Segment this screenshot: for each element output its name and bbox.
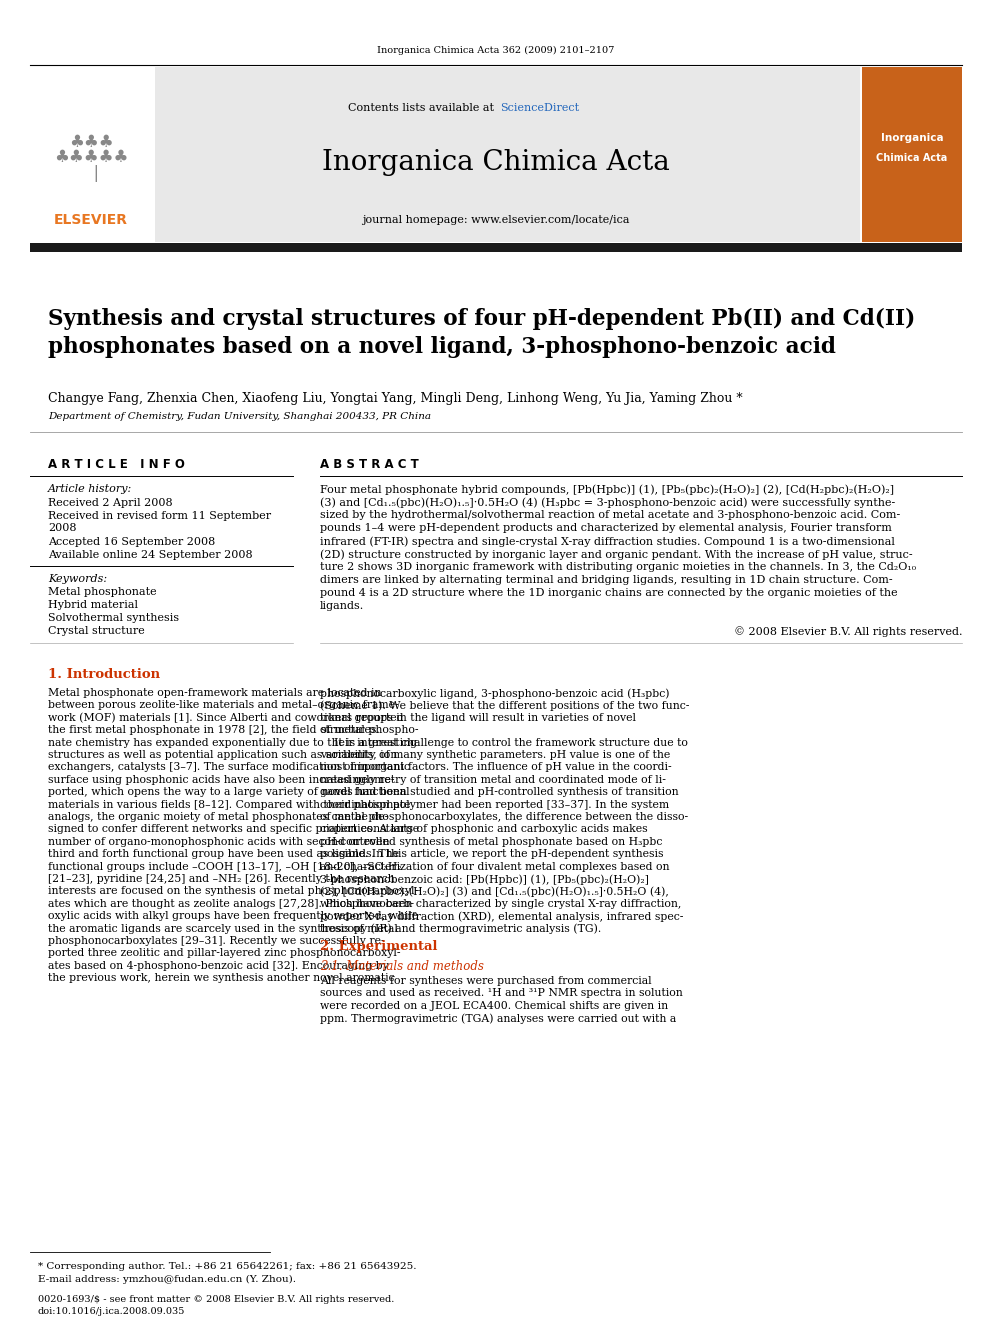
Text: (2D) structure constructed by inorganic layer and organic pendant. With the incr: (2D) structure constructed by inorganic … (320, 549, 913, 560)
Text: nated geometry of transition metal and coordinated mode of li-: nated geometry of transition metal and c… (320, 775, 666, 785)
Text: ScienceDirect: ScienceDirect (500, 103, 579, 112)
Text: Department of Chemistry, Fudan University, Shanghai 200433, PR China: Department of Chemistry, Fudan Universit… (48, 411, 431, 421)
Text: powder X-ray diffraction (XRD), elemental analysis, infrared spec-: powder X-ray diffraction (XRD), elementa… (320, 912, 683, 922)
Text: structures.: structures. (320, 725, 380, 736)
Text: ates which are thought as zeolite analogs [27,28]. Phosphonocarb-: ates which are thought as zeolite analog… (48, 898, 414, 909)
Text: sized by the hydrothermal/solvothermal reaction of metal acetate and 3-phosphono: sized by the hydrothermal/solvothermal r… (320, 509, 901, 520)
Text: work (MOF) materials [1]. Since Alberti and coworkers reported: work (MOF) materials [1]. Since Alberti … (48, 713, 404, 724)
Text: number of organo-monophosphonic acids with second or even: number of organo-monophosphonic acids wi… (48, 837, 390, 847)
Text: the aromatic ligands are scarcely used in the synthesis of metal: the aromatic ligands are scarcely used i… (48, 923, 398, 934)
Text: Four metal phosphonate hybrid compounds, [Pb(Hpbc)] (1), [Pb₅(pbc)₂(H₂O)₂] (2), : Four metal phosphonate hybrid compounds,… (320, 484, 894, 495)
Text: 1. Introduction: 1. Introduction (48, 668, 160, 681)
Text: Hybrid material: Hybrid material (48, 601, 138, 610)
Text: the first metal phosphonate in 1978 [2], the field of metal phospho-: the first metal phosphonate in 1978 [2],… (48, 725, 419, 736)
Text: pound 4 is a 2D structure where the 1D inorganic chains are connected by the org: pound 4 is a 2D structure where the 1D i… (320, 587, 898, 598)
Text: 2.1. Materials and methods: 2.1. Materials and methods (320, 960, 484, 972)
Text: structures as well as potential application such as sorbents, ion: structures as well as potential applicat… (48, 750, 397, 759)
Text: sources and used as received. ¹H and ³¹P NMR spectra in solution: sources and used as received. ¹H and ³¹P… (320, 988, 682, 999)
Text: most important factors. The influence of pH value in the coordi-: most important factors. The influence of… (320, 762, 672, 773)
Text: Chimica Acta: Chimica Acta (876, 153, 947, 163)
Text: pH-controlled synthesis of metal phosphonate based on H₃pbc: pH-controlled synthesis of metal phospho… (320, 837, 663, 847)
Text: ELSEVIER: ELSEVIER (54, 213, 128, 228)
Text: phosphonocarboxylates [29–31]. Recently we successfully re-: phosphonocarboxylates [29–31]. Recently … (48, 935, 385, 946)
Text: ciation constants of phosphonic and carboxylic acids makes: ciation constants of phosphonic and carb… (320, 824, 648, 835)
Text: Inorganica: Inorganica (881, 134, 943, 143)
Text: ported, which opens the way to a large variety of novel functional: ported, which opens the way to a large v… (48, 787, 410, 798)
Text: signed to confer different networks and specific properties. A large: signed to confer different networks and … (48, 824, 420, 835)
Text: dimers are linked by alternating terminal and bridging ligands, resulting in 1D : dimers are linked by alternating termina… (320, 576, 893, 585)
Bar (30, 243, 962, 251)
Text: surface using phosphonic acids have also been increasingly re-: surface using phosphonic acids have also… (48, 775, 395, 785)
Text: which have been characterized by single crystal X-ray diffraction,: which have been characterized by single … (320, 898, 682, 909)
Text: 0020-1693/$ - see front matter © 2008 Elsevier B.V. All rights reserved.: 0020-1693/$ - see front matter © 2008 El… (38, 1295, 395, 1304)
Text: Article history:: Article history: (48, 484, 132, 493)
Text: A B S T R A C T: A B S T R A C T (320, 458, 419, 471)
Text: ♣♣♣
♣♣♣♣♣
  |: ♣♣♣ ♣♣♣♣♣ | (54, 134, 128, 183)
Text: 3-phosphonobenzoic acid: [Pb(Hpbc)] (1), [Pb₅(pbc)₂(H₂O)₂]: 3-phosphonobenzoic acid: [Pb(Hpbc)] (1),… (320, 875, 649, 885)
Text: exchangers, catalysts [3–7]. The surface modification of inorganic: exchangers, catalysts [3–7]. The surface… (48, 762, 410, 773)
Text: ligands.: ligands. (320, 601, 364, 611)
Bar (862, 67, 962, 242)
Text: materials in various fields [8–12]. Compared with their phosphate: materials in various fields [8–12]. Comp… (48, 799, 411, 810)
Text: were recorded on a JEOL ECA400. Chemical shifts are given in: were recorded on a JEOL ECA400. Chemical… (320, 1000, 669, 1011)
Text: third and forth functional group have been used as ligands. The: third and forth functional group have be… (48, 849, 399, 859)
Text: pounds 1–4 were pH-dependent products and characterized by elemental analysis, F: pounds 1–4 were pH-dependent products an… (320, 523, 892, 533)
Text: [21–23], pyridine [24,25] and –NH₂ [26]. Recently the research: [21–23], pyridine [24,25] and –NH₂ [26].… (48, 875, 395, 884)
Text: coordination polymer had been reported [33–37]. In the system: coordination polymer had been reported [… (320, 799, 670, 810)
Text: (2), [Cd(H₂pbc)₂(H₂O)₂] (3) and [Cd₁.₅(pbc)(H₂O)₁.₅]·0.5H₂O (4),: (2), [Cd(H₂pbc)₂(H₂O)₂] (3) and [Cd₁.₅(p… (320, 886, 669, 897)
Text: Inorganica Chimica Acta 362 (2009) 2101–2107: Inorganica Chimica Acta 362 (2009) 2101–… (377, 45, 615, 54)
Text: All reagents for syntheses were purchased from commercial: All reagents for syntheses were purchase… (320, 976, 652, 986)
Text: It is a great challenge to control the framework structure due to: It is a great challenge to control the f… (320, 738, 687, 747)
Text: Received in revised form 11 September
2008: Received in revised form 11 September 20… (48, 511, 271, 533)
Text: tional groups in the ligand will result in varieties of novel: tional groups in the ligand will result … (320, 713, 636, 722)
Bar (30, 67, 153, 242)
Text: oxylic acids with alkyl groups have been frequently reported, while: oxylic acids with alkyl groups have been… (48, 912, 419, 921)
Text: Metal phosphonate open-framework materials are located in: Metal phosphonate open-framework materia… (48, 688, 382, 699)
Text: Inorganica Chimica Acta: Inorganica Chimica Acta (322, 148, 670, 176)
Text: nate chemistry has expanded exponentially due to their interesting: nate chemistry has expanded exponentiall… (48, 738, 417, 747)
Text: Metal phosphonate: Metal phosphonate (48, 587, 157, 597)
Text: Contents lists available at: Contents lists available at (347, 103, 497, 112)
Text: Solvothermal synthesis: Solvothermal synthesis (48, 613, 180, 623)
Text: E-mail address: ymzhou@fudan.edu.cn (Y. Zhou).: E-mail address: ymzhou@fudan.edu.cn (Y. … (38, 1275, 296, 1285)
Text: possible. In this article, we report the pH-dependent synthesis: possible. In this article, we report the… (320, 849, 664, 859)
Text: * Corresponding author. Tel.: +86 21 65642261; fax: +86 21 65643925.: * Corresponding author. Tel.: +86 21 656… (38, 1262, 417, 1271)
Text: and characterization of four divalent metal complexes based on: and characterization of four divalent me… (320, 861, 670, 872)
Text: analogs, the organic moiety of metal phosphonates can be de-: analogs, the organic moiety of metal pho… (48, 812, 388, 822)
Text: Crystal structure: Crystal structure (48, 626, 145, 636)
Text: Synthesis and crystal structures of four pH-dependent Pb(II) and Cd(II)
phosphon: Synthesis and crystal structures of four… (48, 308, 916, 359)
Text: interests are focused on the synthesis of metal phosphonocarboxyl-: interests are focused on the synthesis o… (48, 886, 418, 897)
Text: troscopy (IR) and thermogravimetric analysis (TG).: troscopy (IR) and thermogravimetric anal… (320, 923, 601, 934)
Text: gands had been studied and pH-controlled synthesis of transition: gands had been studied and pH-controlled… (320, 787, 679, 798)
Text: © 2008 Elsevier B.V. All rights reserved.: © 2008 Elsevier B.V. All rights reserved… (733, 626, 962, 636)
Text: A R T I C L E   I N F O: A R T I C L E I N F O (48, 458, 185, 471)
Text: journal homepage: www.elsevier.com/locate/ica: journal homepage: www.elsevier.com/locat… (362, 216, 630, 225)
Text: of metal phosphonocarboxylates, the difference between the disso-: of metal phosphonocarboxylates, the diff… (320, 812, 688, 822)
Text: Changye Fang, Zhenxia Chen, Xiaofeng Liu, Yongtai Yang, Mingli Deng, Linhong Wen: Changye Fang, Zhenxia Chen, Xiaofeng Liu… (48, 392, 743, 405)
Text: ates based on 4-phosphono-benzoic acid [32]. Encouraging by: ates based on 4-phosphono-benzoic acid [… (48, 960, 389, 971)
Text: between porous zeolite-like materials and metal–organic frame-: between porous zeolite-like materials an… (48, 700, 399, 710)
Bar (155, 67, 860, 242)
Text: ported three zeolitic and pillar-layered zinc phosphonocarboxyl-: ported three zeolitic and pillar-layered… (48, 949, 401, 958)
Text: Keywords:: Keywords: (48, 574, 107, 583)
Text: Accepted 16 September 2008: Accepted 16 September 2008 (48, 537, 215, 546)
Text: Received 2 April 2008: Received 2 April 2008 (48, 497, 173, 508)
Text: Available online 24 September 2008: Available online 24 September 2008 (48, 550, 253, 560)
Text: functional groups include –COOH [13–17], –OH [18–20], –SO₃H₂: functional groups include –COOH [13–17],… (48, 861, 402, 872)
Text: ppm. Thermogravimetric (TGA) analyses were carried out with a: ppm. Thermogravimetric (TGA) analyses we… (320, 1013, 677, 1024)
Text: 2. Experimental: 2. Experimental (320, 941, 437, 953)
Text: doi:10.1016/j.ica.2008.09.035: doi:10.1016/j.ica.2008.09.035 (38, 1307, 186, 1316)
Text: the previous work, herein we synthesis another novel aromatic: the previous work, herein we synthesis a… (48, 974, 395, 983)
Text: (Scheme 1). We believe that the different positions of the two func-: (Scheme 1). We believe that the differen… (320, 700, 689, 710)
Text: ture 2 shows 3D inorganic framework with distributing organic moieties in the ch: ture 2 shows 3D inorganic framework with… (320, 562, 917, 572)
Text: infrared (FT-IR) spectra and single-crystal X-ray diffraction studies. Compound : infrared (FT-IR) spectra and single-crys… (320, 536, 895, 546)
Text: variability of many synthetic parameters. pH value is one of the: variability of many synthetic parameters… (320, 750, 671, 759)
Text: (3) and [Cd₁.₅(pbc)(H₂O)₁.₅]·0.5H₂O (4) (H₃pbc = 3-phosphono-benzoic acid) were : (3) and [Cd₁.₅(pbc)(H₂O)₁.₅]·0.5H₂O (4) … (320, 497, 895, 508)
Text: phosphonocarboxylic ligand, 3-phosphono-benzoic acid (H₃pbc): phosphonocarboxylic ligand, 3-phosphono-… (320, 688, 670, 699)
